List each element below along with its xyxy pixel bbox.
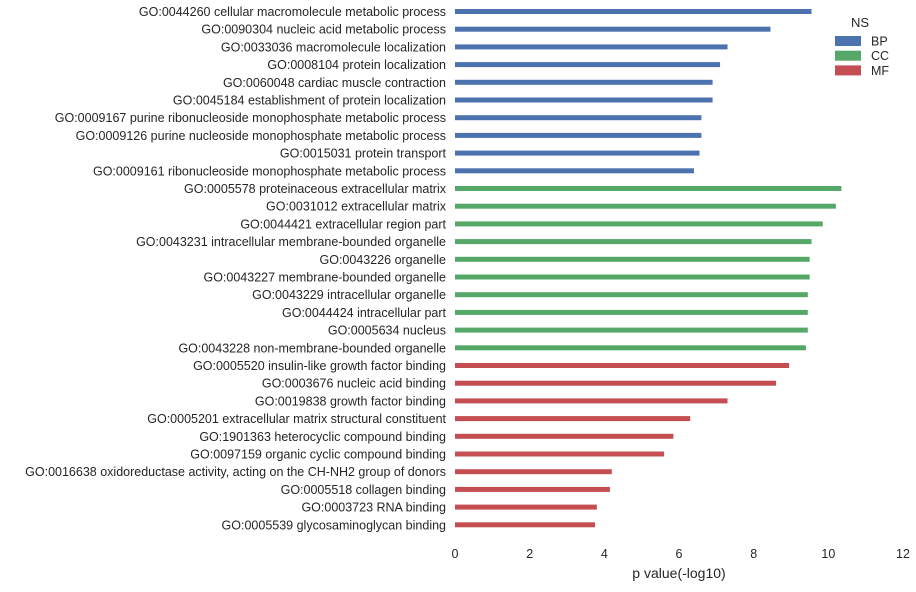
bar-cc bbox=[455, 239, 812, 245]
bar-mf bbox=[455, 398, 728, 404]
category-label: GO:0005634 nucleus bbox=[328, 324, 446, 338]
x-tick-label: 8 bbox=[750, 547, 757, 561]
category-label: GO:1901363 heterocyclic compound binding bbox=[199, 430, 446, 444]
legend-label-mf: MF bbox=[871, 64, 889, 78]
category-label: GO:0043229 intracellular organelle bbox=[252, 288, 446, 302]
category-label: GO:0044424 intracellular part bbox=[282, 306, 447, 320]
bar-mf bbox=[455, 433, 674, 439]
x-axis-label: p value(-log10) bbox=[632, 565, 725, 581]
bar-bp bbox=[455, 62, 721, 68]
bar-cc bbox=[455, 221, 823, 227]
bar-mf bbox=[455, 522, 595, 528]
legend-title: NS bbox=[851, 15, 869, 30]
bar-bp bbox=[455, 44, 728, 50]
bar-cc bbox=[455, 327, 808, 333]
bar-bp bbox=[455, 115, 702, 121]
x-tick-label: 10 bbox=[821, 547, 835, 561]
category-label: GO:0044421 extracellular region part bbox=[240, 217, 446, 231]
bar-bp bbox=[455, 168, 694, 174]
category-label: GO:0043226 organelle bbox=[320, 253, 447, 267]
category-label: GO:0005539 glycosaminoglycan binding bbox=[222, 518, 446, 532]
category-label: GO:0016638 oxidoreductase activity, acti… bbox=[25, 465, 446, 479]
category-label: GO:0090304 nucleic acid metabolic proces… bbox=[201, 23, 446, 37]
bar-mf bbox=[455, 416, 691, 422]
bar-bp bbox=[455, 132, 702, 138]
bar-cc bbox=[455, 309, 808, 315]
x-tick-label: 6 bbox=[676, 547, 683, 561]
bar-cc bbox=[455, 203, 836, 209]
category-label: GO:0005578 proteinaceous extracellular m… bbox=[184, 182, 447, 196]
bar-cc bbox=[455, 186, 842, 191]
bar-bp bbox=[455, 26, 771, 32]
category-label: GO:0009167 purine ribonucleoside monopho… bbox=[55, 111, 446, 125]
legend-swatch-mf bbox=[835, 65, 861, 76]
bar-cc bbox=[455, 274, 810, 280]
bar-bp bbox=[455, 79, 713, 85]
category-label: GO:0019838 growth factor binding bbox=[255, 394, 446, 408]
category-label: GO:0060048 cardiac muscle contraction bbox=[223, 76, 446, 90]
bar-bp bbox=[455, 97, 713, 103]
legend-label-bp: BP bbox=[871, 35, 888, 49]
bars-layer bbox=[455, 9, 842, 528]
bar-cc bbox=[455, 256, 810, 262]
x-axis-ticks: 0 2 4 6 8 10 12 bbox=[452, 547, 910, 561]
bar-mf bbox=[455, 363, 790, 368]
category-label: GO:0043227 membrane-bounded organelle bbox=[203, 271, 446, 285]
category-label: GO:0009126 purine nucleoside monophospha… bbox=[76, 129, 446, 143]
category-label: GO:0003723 RNA binding bbox=[301, 501, 446, 515]
category-label: GO:0008104 protein localization bbox=[267, 58, 446, 72]
category-label: GO:0033036 macromolecule localization bbox=[221, 40, 446, 54]
legend-swatch-bp bbox=[835, 36, 861, 46]
category-label: GO:0031012 extracellular matrix bbox=[266, 200, 447, 214]
bar-bp bbox=[455, 9, 812, 14]
category-label: GO:0043228 non-membrane-bounded organell… bbox=[178, 341, 446, 355]
bar-mf bbox=[455, 451, 665, 457]
bar-mf bbox=[455, 504, 597, 510]
category-label: GO:0015031 protein transport bbox=[280, 147, 447, 161]
x-tick-label: 0 bbox=[452, 547, 459, 561]
bar-cc bbox=[455, 345, 806, 351]
bar-cc bbox=[455, 292, 808, 298]
category-label: GO:0003676 nucleic acid binding bbox=[262, 377, 446, 391]
category-label: GO:0045184 establishment of protein loca… bbox=[173, 94, 446, 108]
category-label: GO:0097159 organic cyclic compound bindi… bbox=[190, 448, 446, 462]
x-tick-label: 2 bbox=[526, 547, 533, 561]
category-label: GO:0009161 ribonucleoside monophosphate … bbox=[93, 164, 446, 178]
category-label: GO:0005520 insulin-like growth factor bi… bbox=[193, 359, 446, 373]
bar-bp bbox=[455, 150, 700, 156]
bar-mf bbox=[455, 469, 612, 475]
category-label: GO:0044260 cellular macromolecule metabo… bbox=[139, 5, 446, 19]
legend-swatch-cc bbox=[835, 50, 861, 61]
category-label: GO:0005518 collagen binding bbox=[281, 483, 446, 497]
x-tick-label: 12 bbox=[896, 547, 910, 561]
bar-mf bbox=[455, 486, 610, 492]
x-tick-label: 4 bbox=[601, 547, 608, 561]
category-label: GO:0005201 extracellular matrix structur… bbox=[147, 412, 446, 426]
legend-label-cc: CC bbox=[871, 49, 889, 63]
category-labels: GO:0044260 cellular macromolecule metabo… bbox=[25, 5, 447, 532]
category-label: GO:0043231 intracellular membrane-bounde… bbox=[136, 235, 446, 249]
bar-mf bbox=[455, 380, 777, 386]
